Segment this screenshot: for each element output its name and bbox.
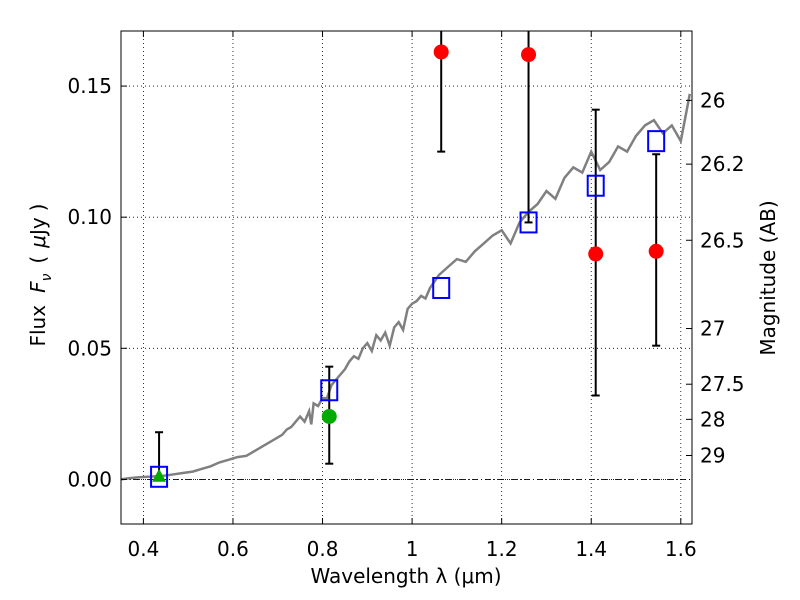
magnitude-tick-label: 29 [700,444,725,468]
data-point [433,44,449,60]
y-axis-label-open-paren: ( [26,256,50,264]
magnitude-tick-label: 27 [700,317,725,341]
data-point [321,408,337,424]
magnitude-axis-ticks: 26 26.2 26.5 27 27.5 28 29 [686,88,745,468]
x-tick-label: 1.4 [575,537,607,561]
magnitude-tick-label: 26 [700,88,725,112]
model-photometry-square [586,174,605,197]
magnitude-tick-label: 27.5 [700,372,745,396]
magnitude-axis-label: Magnitude (AB) [756,200,780,355]
y-axis-label-close-paren: ) [26,203,50,211]
magnitude-tick-label: 26.5 [700,228,745,252]
x-tick-label: 1.6 [665,537,697,561]
model-photometry-square [432,276,451,299]
data-point [648,243,664,259]
model-photometry-square [647,130,666,153]
data-markers [150,44,666,488]
model-photometry-square [519,211,538,234]
x-tick-label: 1.2 [486,537,518,561]
model-photometry-square [150,465,169,488]
y-axis-label-subscript: ν [39,273,55,281]
y-axis-label-flux: Flux [26,305,50,347]
x-axis-label: Wavelength λ (μm) [310,564,501,588]
data-point [588,246,604,262]
plot-frame [120,30,693,525]
y-axis-label-symbol: F [26,281,50,293]
y-tick-label: 0.05 [67,336,112,360]
data-point [521,47,537,63]
y-axis-label: Flux Fν ( μJy) [26,203,55,346]
y-axis-ticks: 0.00 0.05 0.10 0.15 [67,74,127,491]
error-bars [155,31,661,481]
x-tick-label: 0.6 [217,537,249,561]
grid [121,31,692,524]
x-tick-label: 1 [406,537,419,561]
y-axis-label-unit: Jy [26,217,50,237]
model-spectrum-line [120,93,692,481]
data-point-triangle [152,468,167,482]
magnitude-tick-label: 26.2 [700,152,745,176]
y-tick-label: 0.10 [67,205,112,229]
magnitude-tick-label: 28 [700,407,725,431]
x-tick-label: 0.8 [307,537,339,561]
x-tick-label: 0.4 [127,537,159,561]
y-axis-label-mu: μ [26,235,50,249]
x-axis-ticks: 0.4 0.6 0.8 1 1.2 1.4 1.6 [127,31,697,561]
model-photometry-square [320,379,339,402]
y-tick-label: 0.00 [67,467,112,491]
y-tick-label: 0.15 [67,74,112,98]
